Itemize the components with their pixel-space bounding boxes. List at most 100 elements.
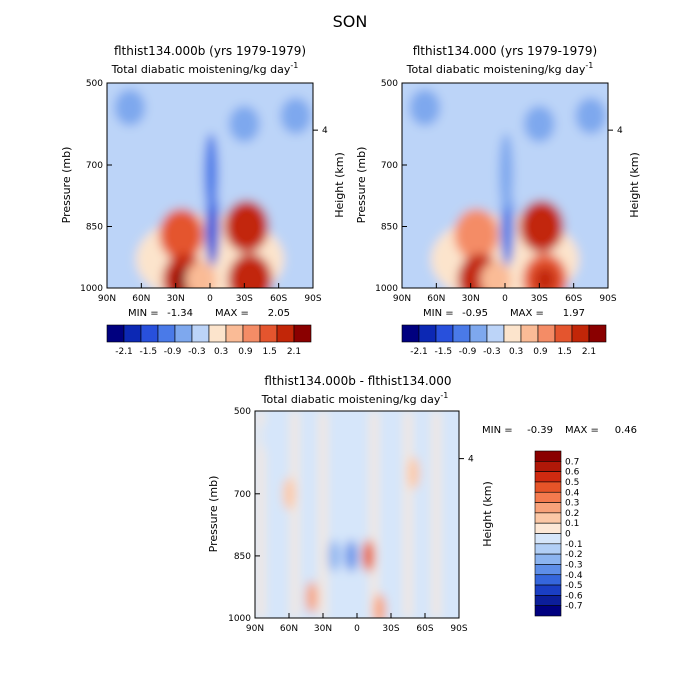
- x-tick-label: 60N: [280, 624, 298, 634]
- colorbar-label: -1.5: [435, 347, 453, 357]
- x-tick-label: 90N: [246, 624, 264, 634]
- field-stripe: [415, 411, 424, 618]
- colorbar-swatch: [554, 324, 573, 343]
- y-axis-label-right: Height (km): [333, 152, 346, 218]
- colorbar-swatch: [534, 502, 562, 514]
- colorbar: -2.1 -1.5 -0.9 -0.3 0.3 0.9 1.5 2.1: [401, 324, 607, 357]
- x-tick-label: 30N: [167, 294, 185, 304]
- x-tick-label: 60S: [565, 294, 582, 304]
- field-feature: [228, 105, 260, 143]
- colorbar-swatch: [534, 512, 562, 524]
- x-tick-label: 30S: [382, 624, 399, 634]
- colorbar-label: -2.1: [410, 347, 428, 357]
- x-tick-label: 30N: [314, 624, 332, 634]
- min-label: MIN =: [423, 308, 454, 319]
- colorbar-label: 0.6: [565, 468, 580, 478]
- min-value: -1.34: [167, 308, 193, 319]
- panel-title: flthist134.000b - flthist134.000: [264, 374, 451, 388]
- colorbar-label: 0.9: [533, 347, 548, 357]
- field-feature: [305, 581, 318, 614]
- y-axis-label: Pressure (mb): [355, 147, 368, 224]
- field-stripe: [273, 411, 282, 618]
- colorbar-label: -0.3: [188, 347, 206, 357]
- x-tick-label: 30N: [462, 294, 480, 304]
- colorbar-swatch: [452, 324, 471, 343]
- colorbar-swatch: [435, 324, 454, 343]
- field-feature: [204, 133, 219, 214]
- field-stripe: [256, 411, 265, 618]
- field-stripe: [319, 411, 327, 618]
- y-axis-label: Pressure (mb): [207, 476, 220, 553]
- field-stripe: [404, 411, 412, 618]
- panel-title: flthist134.000 (yrs 1979-1979): [413, 44, 597, 58]
- min-label: MIN =: [482, 425, 513, 436]
- colorbar-swatch: [588, 324, 607, 343]
- colorbar-label: -0.6: [565, 591, 583, 601]
- y-tick-label: 1000: [375, 284, 398, 294]
- colorbar-swatch: [534, 461, 562, 472]
- field-feature: [185, 261, 217, 288]
- colorbar-swatch: [225, 324, 244, 343]
- field-feature-core: [534, 266, 557, 288]
- x-tick-label: 90N: [393, 294, 411, 304]
- y-tick-label: 700: [234, 490, 251, 500]
- field-feature: [260, 419, 273, 452]
- colorbar-label: -0.5: [565, 581, 583, 591]
- colorbar-swatch: [534, 574, 562, 586]
- y-tick-label: 500: [86, 79, 103, 89]
- min-value: -0.95: [462, 308, 488, 319]
- field-feature-core: [530, 213, 553, 240]
- field-feature: [114, 89, 146, 126]
- colorbar-swatch: [174, 324, 193, 343]
- colorbar-label: -0.1: [565, 540, 583, 550]
- panel-subtitle: Total diabatic moistening/kg day-1: [261, 391, 449, 406]
- field-feature: [407, 457, 420, 490]
- x-tick-label: 90N: [98, 294, 116, 304]
- field-stripe: [387, 411, 395, 618]
- x-ticks: 90N 60N 30N 0 30S 60S 90S: [246, 613, 468, 634]
- field-feature: [362, 539, 375, 572]
- colorbar-label: -0.7: [565, 602, 583, 612]
- max-value: 1.97: [563, 308, 585, 319]
- colorbar-swatch: [157, 324, 176, 343]
- colorbar-swatch: [534, 491, 562, 503]
- colorbar-swatch: [418, 324, 437, 343]
- x-ticks: 90N 60N 30N 0 30S 60S 90S: [393, 283, 617, 304]
- colorbar-label: -2.1: [115, 347, 133, 357]
- colorbar-swatch: [534, 450, 562, 462]
- field-feature-core: [235, 213, 258, 240]
- y-tick-label: 700: [86, 161, 103, 171]
- colorbar-swatch: [534, 605, 562, 617]
- colorbar-swatch: [106, 324, 125, 343]
- field-feature-core: [239, 266, 262, 288]
- panel-diff: flthist134.000b - flthist134.000 Total d…: [207, 374, 637, 634]
- colorbar-label: -1.5: [140, 347, 158, 357]
- x-tick-label: 90S: [450, 624, 467, 634]
- colorbar-swatch: [469, 324, 488, 343]
- colorbar-swatch: [534, 564, 562, 576]
- y-axis-label: Pressure (mb): [60, 147, 73, 224]
- panel-right: flthist134.000 (yrs 1979-1979) Total dia…: [355, 44, 641, 357]
- max-value: 0.46: [615, 425, 637, 436]
- max-label: MAX =: [215, 308, 249, 319]
- y-ticks: 500 700 850 1000 4: [375, 79, 623, 294]
- y-tick-label: 850: [381, 223, 398, 233]
- field-background: [255, 411, 459, 618]
- colorbar-swatch: [140, 324, 159, 343]
- colorbar-label: -0.4: [565, 571, 583, 581]
- heatmap-field: [402, 83, 608, 288]
- colorbar-swatch: [520, 324, 539, 343]
- field-feature: [280, 97, 312, 134]
- field-feature: [345, 539, 358, 572]
- field-feature: [499, 133, 514, 214]
- colorbar-label: 0.2: [565, 509, 579, 519]
- min-label: MIN =: [128, 308, 159, 319]
- field-feature: [373, 593, 386, 618]
- colorbar-swatch: [534, 533, 562, 545]
- colorbar-swatch: [242, 324, 261, 343]
- heatmap-field: [255, 411, 459, 618]
- colorbar-label: 0.4: [565, 488, 580, 498]
- page-title: SON: [333, 12, 368, 31]
- y-tick-label: 1000: [80, 284, 103, 294]
